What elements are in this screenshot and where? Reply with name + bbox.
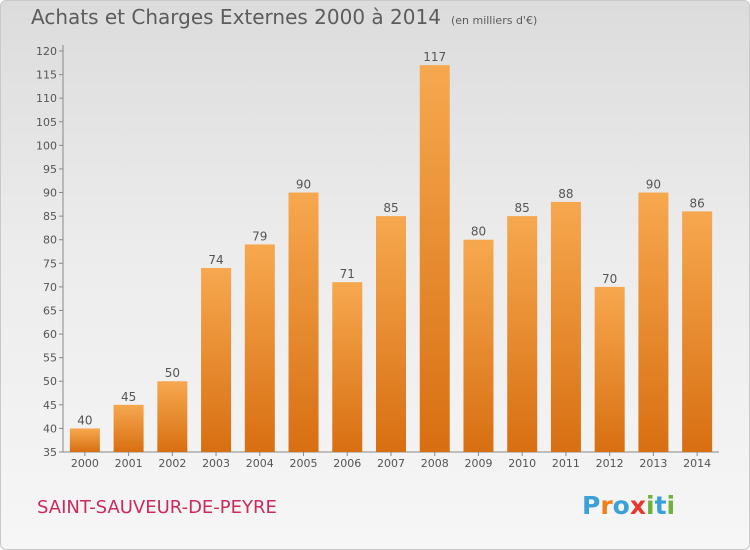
bar-2009 — [463, 239, 494, 452]
x-tick-label: 2014 — [683, 457, 711, 470]
value-label-2009: 80 — [471, 225, 486, 239]
y-tick-label: 100 — [36, 139, 57, 152]
commune-name: SAINT-SAUVEUR-DE-PEYRE — [37, 497, 277, 518]
value-label-2004: 79 — [252, 229, 267, 243]
logo-letter: i — [646, 491, 655, 520]
bar-2005 — [288, 192, 319, 452]
x-tick-label: 2009 — [464, 457, 492, 470]
y-tick-label: 75 — [43, 257, 57, 270]
value-label-2006: 71 — [340, 267, 355, 281]
y-tick-label: 120 — [36, 45, 57, 58]
x-tick-label: 2001 — [115, 457, 143, 470]
y-tick-label: 35 — [43, 446, 57, 459]
y-tick-label: 110 — [36, 92, 57, 105]
y-tick-label: 65 — [43, 304, 57, 317]
y-tick-label: 90 — [43, 187, 57, 200]
y-tick-label: 70 — [43, 281, 57, 294]
value-label-2011: 88 — [558, 187, 573, 201]
y-tick-label: 60 — [43, 328, 57, 341]
value-label-2001: 45 — [121, 390, 136, 404]
bar-2002 — [157, 381, 188, 452]
value-label-2003: 74 — [208, 253, 223, 267]
value-label-2005: 90 — [296, 178, 311, 192]
logo-letter: i — [666, 491, 676, 520]
chart-title: Achats et Charges Externes 2000 à 2014 — [31, 5, 441, 29]
logo-letter: P — [582, 491, 601, 520]
x-tick-label: 2007 — [377, 457, 405, 470]
y-tick-label: 55 — [43, 352, 57, 365]
value-label-2010: 85 — [515, 201, 530, 215]
x-tick-label: 2000 — [71, 457, 99, 470]
bar-2003 — [201, 268, 232, 452]
logo-letter: x — [629, 491, 646, 520]
value-label-2000: 40 — [77, 413, 92, 427]
x-tick-label: 2010 — [508, 457, 536, 470]
bar-2011 — [550, 201, 581, 452]
unit-note: (en milliers d'€) — [450, 14, 538, 27]
logo-letter: r — [600, 491, 613, 520]
x-tick-label: 2008 — [421, 457, 449, 470]
logo-letter: o — [612, 491, 630, 520]
bar-2010 — [507, 216, 538, 452]
bar-2001 — [113, 404, 144, 452]
title-row: Achats et Charges Externes 2000 à 2014 (e… — [31, 5, 537, 29]
y-tick-label: 115 — [36, 69, 57, 82]
bar-2014 — [682, 211, 713, 452]
value-label-2007: 85 — [383, 201, 398, 215]
x-tick-label: 2005 — [290, 457, 318, 470]
y-tick-label: 105 — [36, 116, 57, 129]
value-label-2012: 70 — [602, 272, 617, 286]
x-tick-label: 2013 — [639, 457, 667, 470]
y-tick-label: 80 — [43, 234, 57, 247]
x-tick-label: 2003 — [202, 457, 230, 470]
bar-2000 — [69, 428, 100, 452]
value-label-2008: 117 — [423, 50, 446, 64]
y-tick-label: 45 — [43, 399, 57, 412]
x-tick-label: 2002 — [158, 457, 186, 470]
x-tick-label: 2012 — [596, 457, 624, 470]
x-tick-label: 2004 — [246, 457, 274, 470]
bar-2004 — [244, 244, 275, 452]
y-tick-label: 40 — [43, 422, 57, 435]
y-tick-label: 85 — [43, 210, 57, 223]
y-tick-label: 50 — [43, 375, 57, 388]
value-label-2014: 86 — [689, 196, 704, 210]
bar-2008 — [419, 65, 450, 452]
bar-2007 — [376, 216, 406, 452]
bar-2006 — [332, 282, 363, 452]
logo-letter: t — [654, 491, 667, 520]
bar-2012 — [594, 286, 625, 452]
value-label-2002: 50 — [165, 366, 180, 380]
proxiti-logo: Proxiti — [582, 491, 675, 520]
x-tick-label: 2011 — [552, 457, 580, 470]
bar-2013 — [638, 192, 669, 452]
value-label-2013: 90 — [646, 178, 661, 192]
x-tick-label: 2006 — [333, 457, 361, 470]
y-tick-label: 95 — [43, 163, 57, 176]
